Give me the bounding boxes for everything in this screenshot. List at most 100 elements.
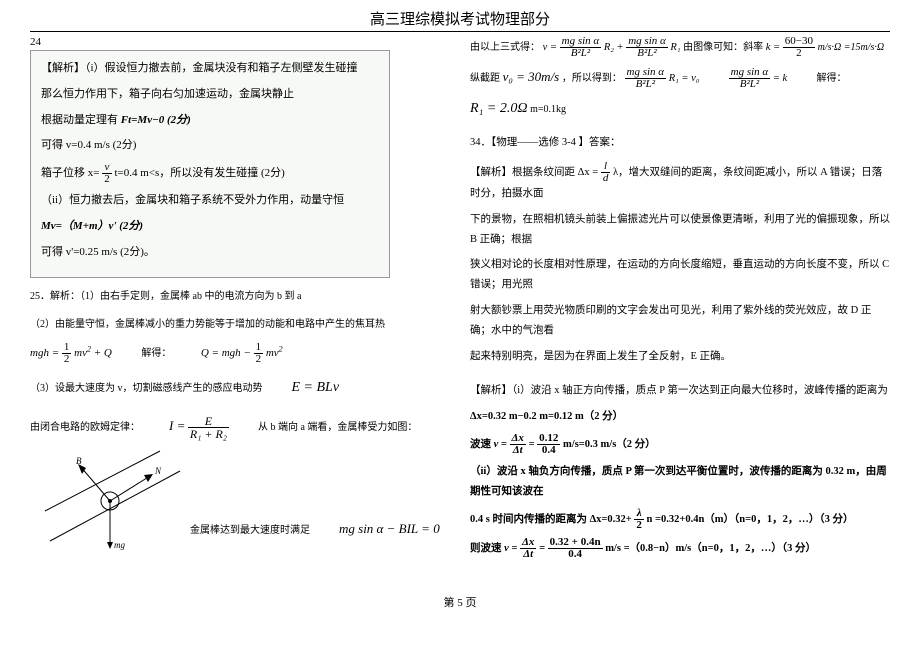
q24-line1: 【解析】（i）假设恒力撤去前，金属块没有和箱子左侧壁发生碰撞 <box>41 59 379 79</box>
eq1-lhs: mgh = <box>30 347 59 359</box>
r1: 由以上三式得： v = mg sin α B²L² R₂ + mg sin α … <box>470 36 890 59</box>
svg-text:B: B <box>76 456 82 466</box>
r3-b: m=0.1kg <box>530 104 566 115</box>
svg-text:N: N <box>154 466 162 476</box>
q25-p3a: （3）设最大速度为 v，切割磁感线产生的感应电动势 <box>30 383 263 394</box>
r2a: 纵截距 <box>470 73 500 84</box>
r2: 纵截距 v₀ = 30m/s ，所以得到： mg sin α B²L² R₁ =… <box>470 65 890 90</box>
r2-f2: mg sin α B²L² <box>729 67 771 90</box>
b34-l4: （ii）波沿 x 轴负方向传播，质点 P 第一次到达平衡位置时，波传播的距离为 … <box>470 462 890 502</box>
r2b: ，所以得到： <box>562 73 622 84</box>
b34-l3a: 波速 <box>470 439 491 450</box>
q24-solution-box: 【解析】（i）假设恒力撤去前，金属块没有和箱子左侧壁发生碰撞 那么恒力作用下，箱… <box>30 50 390 278</box>
eq1-rhs-mv: mv2 <box>266 347 283 359</box>
eq-E: E = BLv <box>292 380 340 395</box>
q25-eq1: mgh = 1 2 mv2 + Q 解得： Q = mgh − 1 2 mv2 <box>30 342 450 365</box>
eq1-2: 2 <box>62 354 72 365</box>
r1a: 由以上三式得： <box>470 42 540 53</box>
q24-line2: 那么恒力作用下，箱子向右匀加速运动，金属块静止 <box>41 85 379 105</box>
b34-l6v: v = <box>504 543 517 554</box>
r1-f1: mg sin α B²L² <box>560 36 602 59</box>
r3: R₁ = 2.0Ω m=0.1kg <box>470 96 890 123</box>
eq1-1: 1 <box>62 342 72 354</box>
a34-frac: l d <box>601 161 611 184</box>
b34-l6f2: 0.32 + 0.4n 0.4 <box>548 537 603 560</box>
svg-text:mg: mg <box>114 540 125 550</box>
eq1-half: 1 2 <box>62 342 72 365</box>
q24-line3: 根据动量定理有 Ft=Mv−0 (2分) <box>41 111 379 131</box>
a34-l5: 起来特别明亮，是因为在界面上发生了全反射，E 正确。 <box>470 347 890 367</box>
eq-I-den: R₁ + R₂ <box>188 428 229 440</box>
b34-l5f: λ 2 <box>634 508 644 531</box>
r2-eq2: = k <box>773 73 787 84</box>
r1-k: k = <box>766 42 780 53</box>
a34-l3: 狭义相对论的长度相对性原理，在运动的方向长度缩短，垂直运动的方向长度不变，所以 … <box>470 255 890 295</box>
r1-v: v = <box>543 42 557 53</box>
q24-line5: 箱子位移 x= v 2 t=0.4 m<s，所以没有发生碰撞 (2分) <box>41 162 379 185</box>
q24-l5a: 箱子位移 x= <box>41 167 99 179</box>
page-number: 第 5 页 <box>444 597 477 609</box>
q24-line8: 可得 v'=0.25 m/s (2分)。 <box>41 243 379 263</box>
eq1-mv: mv2 <box>74 347 91 359</box>
two-column-layout: 24 【解析】（i）假设恒力撤去前，金属块没有和箱子左侧壁发生碰撞 那么恒力作用… <box>30 36 890 576</box>
r2c: 解得： <box>816 73 846 84</box>
q25-p4b: 从 b 端向 a 端看，金属棒受力如图： <box>258 422 417 433</box>
q24-number: 24 <box>30 36 450 48</box>
page-footer: 第 5 页 <box>30 594 890 610</box>
eq1-half2: 1 2 <box>254 342 264 365</box>
q24-frac-d: 2 <box>102 174 112 185</box>
q24-l3b: Ft=Mv−0 (2分) <box>121 114 191 126</box>
r2-v0: v₀ = 30m/s <box>503 69 560 84</box>
a34-l1: 【解析】根据条纹间距 Δx = l d λ，增大双缝间的距离，条纹间距减小，所以… <box>470 161 890 204</box>
b34-l3: 波速 v = Δx Δt = 0.12 0.4 m/s=0.3 m/s（2 分） <box>470 433 890 456</box>
r3-R1: R₁ = 2.0Ω <box>470 101 528 116</box>
r1-R1: R₁ <box>670 42 680 53</box>
b34-l6b: m/s =（0.8−n）m/s（n=0，1，2，…）（3 分） <box>605 543 816 554</box>
page-root: 高三理综模拟考试物理部分 24 【解析】（i）假设恒力撤去前，金属块没有和箱子左… <box>0 0 920 610</box>
b34-l5a: 0.4 s 时间内传播的距离为 Δx=0.32+ <box>470 514 632 525</box>
b34-l3f1: Δx Δt <box>510 433 526 456</box>
b34-l5: 0.4 s 时间内传播的距离为 Δx=0.32+ λ 2 n =0.32+0.4… <box>470 508 890 531</box>
left-column: 24 【解析】（i）假设恒力撤去前，金属块没有和箱子左侧壁发生碰撞 那么恒力作用… <box>30 36 450 576</box>
force-diagram-svg: N B mg <box>40 446 200 556</box>
a34-l2: 下的景物，在照相机镜头前装上偏振滤光片可以使景像更清晰，利用了光的偏振现象，所以… <box>470 210 890 250</box>
r2-eq1: R₁ = v₀ <box>669 73 700 84</box>
a34-l4: 射大额钞票上用荧光物质印刷的文字会发出可见光，利用了紫外线的荧光效应，故 D 正… <box>470 301 890 341</box>
q25-p5: 金属棒达到最大速度时满足 mg sin α − BIL = 0 <box>190 517 450 540</box>
force-diagram: N B mg <box>40 446 450 559</box>
b34-l3v: v = <box>494 439 507 450</box>
eq1-mid: 解得： <box>141 348 171 359</box>
b34-l3b: m/s=0.3 m/s（2 分） <box>563 439 656 450</box>
r2-f1: mg sin α B²L² <box>625 67 667 90</box>
q24-line6: （ii）恒力撤去后，金属块和箱子系统不受外力作用，动量守恒 <box>41 191 379 211</box>
q25-p4a: 由闭合电路的欧姆定律： <box>30 422 140 433</box>
eq1-rhs-Q: Q = mgh − <box>201 347 251 359</box>
q25-p3: （3）设最大速度为 v，切割磁感线产生的感应电动势 E = BLv <box>30 375 450 400</box>
q24-l3a: 根据动量定理有 <box>41 114 121 126</box>
b34-l6: 则波速 v = Δx Δt = 0.32 + 0.4n 0.4 m/s =（0.… <box>470 537 890 560</box>
r1b: 由图像可知：斜率 <box>683 42 763 53</box>
q24-l5b: t=0.4 m<s，所以没有发生碰撞 (2分) <box>114 167 284 179</box>
b34-l5b: n =0.32+0.4n（m）（n=0，1，2，…）（3 分） <box>647 514 854 525</box>
q24-line4: 可得 v=0.4 m/s (2分) <box>41 136 379 156</box>
b34-l3f2: 0.12 0.4 <box>537 433 560 456</box>
q25-p4: 由闭合电路的欧姆定律： I = E R₁ + R₂ 从 b 端向 a 端看，金属… <box>30 414 450 440</box>
b34-l6f1: Δx Δt <box>520 537 536 560</box>
b34-l6a: 则波速 <box>470 543 502 554</box>
q34-head: 34．【物理——选修 3-4 】答案： <box>470 133 890 153</box>
r1-f2: mg sin α B²L² <box>626 36 668 59</box>
q24-line7: Mv=（M+m）v' (2分) <box>41 217 379 237</box>
title-rule <box>30 31 890 32</box>
eq-I-I: I = <box>169 418 185 433</box>
r1-ku: m/s·Ω =15m/s·Ω <box>818 42 885 53</box>
q25-head: 25．解析：（1）由右手定则，金属棒 ab 中的电流方向为 b 到 a <box>30 288 450 306</box>
b34-l2: Δx=0.32 m−0.2 m=0.12 m（2 分） <box>470 407 890 427</box>
q25-p2: （2）由能量守恒，金属棒减小的重力势能等于增加的动能和电路中产生的焦耳热 <box>30 316 450 334</box>
q25-p5-text: 金属棒达到最大速度时满足 <box>190 525 310 536</box>
b34-l1: 【解析】（i）波沿 x 轴正方向传播，质点 P 第一次达到正向最大位移时，波峰传… <box>470 381 890 401</box>
right-column: 由以上三式得： v = mg sin α B²L² R₂ + mg sin α … <box>470 36 890 576</box>
q24-frac-v2: v 2 <box>102 162 112 185</box>
eq-I-frac: E R₁ + R₂ <box>188 415 229 440</box>
page-title: 高三理综模拟考试物理部分 <box>30 8 890 29</box>
r1-R2: R₂ + <box>604 42 624 53</box>
